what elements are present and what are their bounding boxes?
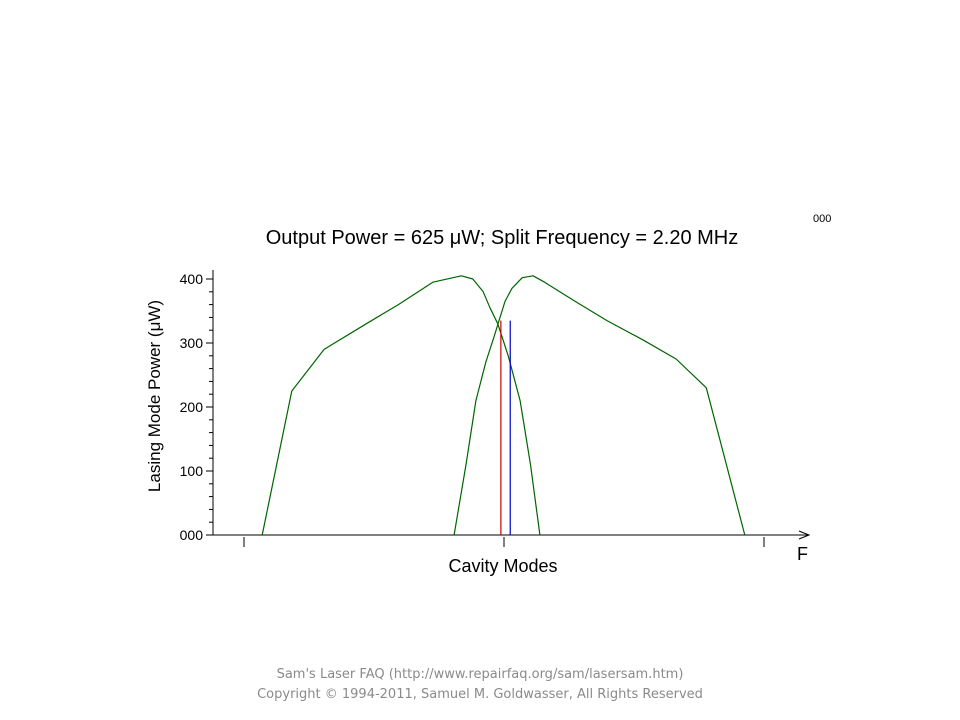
- x-axis-arrow: [798, 530, 811, 540]
- y-tick-label: 000: [180, 527, 204, 543]
- x-axis-label: Cavity Modes: [448, 556, 557, 576]
- y-tick-label: 300: [180, 335, 204, 351]
- y-tick-label: 400: [180, 271, 204, 287]
- footer-copyright-line: Copyright © 1994-2011, Samuel M. Goldwas…: [257, 687, 703, 702]
- chart-title: Output Power = 625 μW; Split Frequency =…: [266, 227, 739, 249]
- y-tick-label: 100: [180, 463, 204, 479]
- chart-corner-label: 000: [813, 213, 831, 225]
- x-axis: [213, 530, 811, 547]
- x-axis-letter: F: [797, 544, 808, 564]
- mode-curve-1: [261, 275, 541, 536]
- y-axis: 000 100 200 300 400: [180, 270, 214, 543]
- y-tick-label: 200: [180, 399, 204, 415]
- mode-curve-2: [453, 275, 746, 536]
- footer-source-line: Sam's Laser FAQ (http://www.repairfaq.or…: [276, 667, 684, 682]
- vertical-markers: [500, 320, 511, 535]
- series-lines: [261, 275, 746, 536]
- y-axis-label: Lasing Mode Power (μW): [145, 300, 164, 492]
